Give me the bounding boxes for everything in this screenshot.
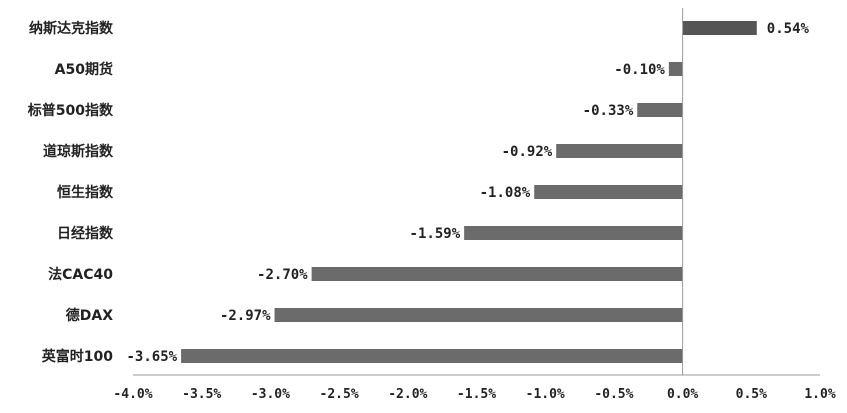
category-label-7: 德DAX <box>66 307 113 324</box>
value-label-2: -0.33% <box>583 103 634 119</box>
value-label-0: 0.54% <box>767 21 810 37</box>
category-label-5: 日经指数 <box>57 225 114 242</box>
bar-0 <box>682 21 757 35</box>
x-tick-label-2: -3.0% <box>251 387 290 402</box>
value-label-7: -2.97% <box>220 308 271 324</box>
value-label-6: -2.70% <box>257 267 308 283</box>
bar-1 <box>668 62 683 76</box>
x-tick-label-5: -1.5% <box>457 387 496 402</box>
x-tick-label-0: -4.0% <box>113 387 152 402</box>
category-label-6: 法CAC40 <box>48 266 113 283</box>
bar-5 <box>464 226 683 240</box>
value-label-8: -3.65% <box>127 349 178 365</box>
category-label-1: A50期货 <box>55 61 113 78</box>
bars-group <box>181 21 757 363</box>
x-tick-label-6: -1.0% <box>526 387 565 402</box>
bar-7 <box>274 308 683 322</box>
value-label-3: -0.92% <box>502 144 553 160</box>
x-tick-label-8: 0.0% <box>667 387 698 402</box>
bar-8 <box>181 349 683 363</box>
bar-2 <box>637 103 683 117</box>
value-label-5: -1.59% <box>410 226 461 242</box>
value-label-4: -1.08% <box>480 185 531 201</box>
bar-4 <box>534 185 683 199</box>
x-tick-label-7: -0.5% <box>594 387 633 402</box>
value-label-1: -0.10% <box>614 62 665 78</box>
x-tick-label-3: -2.5% <box>320 387 359 402</box>
x-tick-label-9: 0.5% <box>736 387 767 402</box>
bar-6 <box>311 267 683 281</box>
bar-3 <box>556 144 683 158</box>
category-label-3: 道琼斯指数 <box>43 143 114 160</box>
axes-group: -4.0% -3.5% -3.0% -2.5% -2.0% -1.5% -1.0% -0.5%… <box>113 8 836 402</box>
category-label-4: 恒生指数 <box>57 184 114 201</box>
x-tick-label-4: -2.0% <box>388 387 427 402</box>
category-label-2: 标普500指数 <box>27 102 114 119</box>
value-labels-group: 0.54% -0.10% -0.33% -0.92% -1.08% -1.59% -2.70… <box>127 21 810 365</box>
category-label-8: 英富时100 <box>41 348 113 365</box>
category-label-0: 纳斯达克指数 <box>29 20 114 37</box>
x-tick-label-1: -3.5% <box>182 387 221 402</box>
x-tick-label-10: 1.0% <box>804 387 835 402</box>
